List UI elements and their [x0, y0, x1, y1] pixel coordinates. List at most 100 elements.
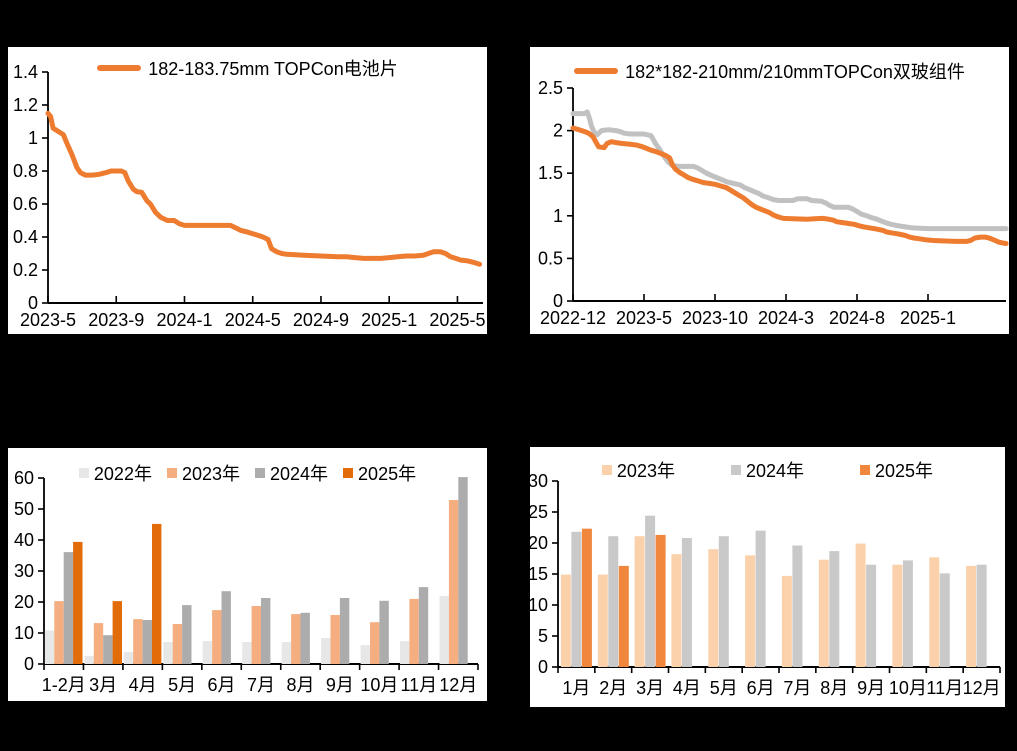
bar-2024年-1-2月: [63, 552, 74, 664]
legend-label: 2023年: [616, 461, 675, 481]
y-tick-label: 40: [14, 530, 34, 550]
legend-label: 2025年: [875, 461, 934, 481]
bar-2024年-8月: [829, 551, 840, 667]
legend-monthly-volume-3yr: 2023年 2024年 2025年: [530, 457, 1005, 483]
y-tick-label: 0.8: [13, 161, 38, 181]
bar-2023年-3月: [93, 623, 104, 664]
x-category-label: 4月: [129, 675, 157, 695]
chart-panel-topcon-cell-price: 182-183.75mm TOPCon电池片 0 0.2 0.4 0.6 0.8 1 1.2 1…: [8, 47, 487, 334]
bar-2022年-10月: [360, 645, 370, 664]
bar-2023年-2月: [597, 574, 608, 667]
legend-label: 2025年: [358, 464, 417, 484]
bar-2022年-9月: [321, 638, 331, 664]
bar-2023年-6月: [745, 555, 756, 667]
x-tick-label: 2025-1: [361, 310, 417, 330]
y-tick-label: 25: [530, 502, 548, 522]
x-tick-label: 2024-8: [829, 308, 885, 328]
bar-2024年-11月: [418, 587, 429, 664]
line-chart-topcon-module-price: 0 0.5 1 1.5 2 2.5 2022-12 2023-5 2023-10 2024-3 20…: [538, 78, 1009, 328]
bar-2024年-9月: [866, 564, 877, 667]
x-category-label: 4月: [673, 678, 701, 698]
bar-2023年-9月: [855, 543, 866, 667]
chart-panel-monthly-volume-3yr: 2023年 2024年 2025年 0 5 10 15 20 25 30 1月 2月 3月 4月 5月 6月 7…: [530, 447, 1005, 707]
legend-label: 2024年: [270, 464, 329, 484]
bar-2023年-10月: [370, 622, 380, 664]
y-tick-label: 0: [538, 657, 548, 677]
legend-item: 2023年: [166, 460, 240, 486]
bar-2023年-5月: [172, 624, 183, 664]
legend-square-swatch: [860, 465, 871, 475]
legend-square-swatch: [601, 465, 612, 475]
x-category-label: 7月: [783, 678, 811, 698]
y-tick-label: 1: [28, 128, 38, 148]
bar-2022年-12月: [439, 596, 449, 664]
y-tick-label: 0.5: [538, 248, 563, 268]
y-tick-label: 10: [530, 595, 548, 615]
y-tick-label: 0: [553, 291, 563, 311]
y-tick-label: 0: [24, 654, 34, 674]
x-category-label: 12月: [439, 675, 477, 695]
bar-2024年-3月: [103, 635, 113, 664]
legend-item: 2025年: [860, 457, 933, 483]
bar-2023年-7月: [251, 606, 261, 664]
legend-label: 2024年: [745, 461, 805, 481]
bar-2024年-12月: [458, 477, 468, 664]
x-category-label: 8月: [286, 675, 314, 695]
legend-item: 2023年: [601, 457, 675, 483]
legend-square-swatch: [166, 468, 177, 478]
bar-2024年-7月: [792, 545, 803, 667]
x-category-label: 5月: [710, 678, 738, 698]
y-tick-label: 20: [14, 592, 34, 612]
legend-square-swatch: [78, 468, 89, 478]
x-tick-label: 2022-12: [540, 308, 606, 328]
legend-item: 2024年: [730, 457, 805, 483]
y-tick-label: 20: [530, 533, 548, 553]
bar-2023年-4月: [133, 619, 143, 664]
x-tick-label: 2023-10: [682, 308, 748, 328]
legend-square-swatch: [730, 465, 741, 475]
bar-2025年-1-2月: [73, 541, 83, 664]
legend-item: 182-183.75mm TOPCon电池片: [97, 55, 398, 81]
x-tick-label: 2024-5: [225, 310, 281, 330]
bar-2022年-11月: [400, 641, 410, 664]
x-category-label: 11月: [926, 678, 963, 698]
legend-label: 2023年: [181, 464, 240, 484]
legend-topcon-cell-price: 182-183.75mm TOPCon电池片: [8, 55, 487, 81]
x-category-label: 12月: [963, 678, 1001, 698]
bar-2024年-3月: [645, 515, 656, 667]
bar-2025年-1月: [581, 528, 592, 667]
bar-2023年-11月: [409, 598, 419, 664]
y-tick-label: 0.4: [13, 227, 38, 247]
legend-square-swatch: [343, 468, 354, 478]
bar-2023年-11月: [929, 557, 940, 667]
y-tick-label: 15: [530, 564, 548, 584]
line-chart-topcon-cell-price: 0 0.2 0.4 0.6 0.8 1 1.2 1.4 2023-5 2023-9 2024-1 20…: [13, 62, 486, 330]
legend-label: 182-183.75mm TOPCon电池片: [148, 59, 398, 79]
bar-2023年-1-2月: [54, 601, 64, 664]
x-tick-label: 2025-1: [900, 308, 956, 328]
x-category-label: 10月: [360, 675, 398, 695]
bar-2024年-6月: [755, 530, 766, 667]
bar-2025年-3月: [655, 534, 666, 667]
bar-2024年-12月: [976, 564, 987, 667]
bar-2022年-5月: [163, 642, 173, 664]
bar-chart-monthly-volume-4yr: 0 10 20 30 40 50 60 1-2月 3月 4月 5月 6月 7月 8月 9月 10月 11月 12月: [14, 468, 479, 695]
legend-item: 2025年: [343, 460, 416, 486]
bar-2023年-6月: [212, 610, 222, 664]
y-tick-label: 0: [28, 293, 38, 313]
x-category-label: 6月: [208, 675, 236, 695]
x-category-label: 2月: [599, 678, 627, 698]
bar-2024年-5月: [718, 536, 729, 667]
y-tick-label: 0.6: [13, 194, 38, 214]
bar-2023年-12月: [448, 500, 459, 664]
y-tick-label: 1: [553, 206, 563, 226]
bar-2023年-7月: [781, 575, 792, 667]
bar-2023年-1月: [560, 574, 571, 667]
bar-2023年-3月: [634, 536, 645, 667]
bar-2024年-11月: [939, 573, 950, 667]
legend-square-swatch: [255, 468, 265, 478]
x-category-label: 3月: [89, 675, 117, 695]
bar-2024年-10月: [902, 560, 913, 667]
x-tick-label: 2023-5: [20, 310, 76, 330]
